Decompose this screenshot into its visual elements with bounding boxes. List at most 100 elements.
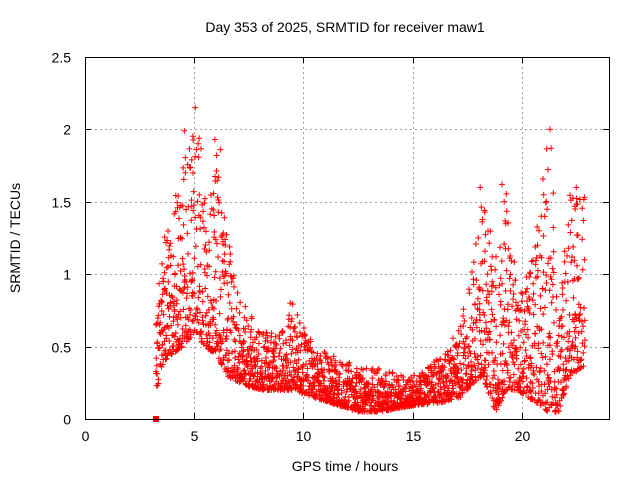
data-point (522, 347, 529, 354)
data-point (574, 262, 581, 269)
data-point (555, 332, 562, 339)
data-point (225, 350, 232, 357)
data-point (403, 381, 410, 388)
data-point (211, 228, 218, 235)
data-point-peak (538, 213, 545, 220)
data-point (180, 164, 187, 171)
data-point (179, 202, 186, 209)
data-point (307, 380, 314, 387)
data-point (226, 299, 233, 306)
data-point (198, 145, 205, 152)
data-point (187, 270, 194, 277)
data-point (218, 286, 225, 293)
data-point (197, 214, 204, 221)
data-point (560, 334, 567, 341)
data-point (375, 376, 382, 383)
data-point (227, 251, 234, 258)
data-point (234, 289, 241, 296)
data-point (226, 243, 233, 250)
data-point (193, 305, 200, 312)
data-point (178, 343, 185, 350)
data-point (518, 307, 525, 314)
data-point (243, 317, 250, 324)
data-point (255, 329, 262, 336)
data-point (161, 286, 168, 293)
data-point (481, 312, 488, 319)
data-point (322, 350, 329, 357)
data-point (468, 269, 475, 276)
data-point (286, 380, 293, 387)
data-point (473, 277, 480, 284)
data-point (468, 358, 475, 365)
data-point (177, 267, 184, 274)
data-point (402, 388, 409, 395)
data-point (300, 362, 307, 369)
data-point (575, 275, 582, 282)
data-point (538, 326, 545, 333)
data-point (324, 354, 331, 361)
data-point (396, 383, 403, 390)
data-point (444, 348, 451, 355)
data-point (197, 225, 204, 232)
data-point (190, 202, 197, 209)
data-point (501, 377, 508, 384)
data-point (432, 394, 439, 401)
data-point (247, 334, 254, 341)
data-point (449, 382, 456, 389)
data-point (506, 378, 513, 385)
y-axis-label: SRMTID / TECUs (7, 183, 23, 293)
data-point (168, 322, 175, 329)
data-point (314, 350, 321, 357)
data-point (277, 345, 284, 352)
data-point (180, 221, 187, 228)
data-point (548, 276, 555, 283)
data-point (209, 335, 216, 342)
data-point (212, 268, 219, 275)
data-point (186, 145, 193, 152)
data-point (499, 394, 506, 401)
data-point (438, 386, 445, 393)
data-point (276, 349, 283, 356)
data-point (188, 156, 195, 163)
data-point (448, 396, 455, 403)
data-point (491, 317, 498, 324)
data-point (515, 380, 522, 387)
data-point (574, 232, 581, 239)
data-point (245, 323, 252, 330)
data-point (559, 279, 566, 286)
data-point (220, 329, 227, 336)
data-point (502, 358, 509, 365)
data-point (553, 402, 560, 409)
data-point (227, 258, 234, 265)
data-point (188, 203, 195, 210)
data-point (580, 349, 587, 356)
data-point (504, 306, 511, 313)
data-point (266, 364, 273, 371)
data-point (508, 386, 515, 393)
data-point (255, 351, 262, 358)
data-point (500, 318, 507, 325)
data-point (278, 329, 285, 336)
data-point (248, 313, 255, 320)
data-point (457, 394, 464, 401)
data-point (578, 318, 585, 325)
data-point (546, 356, 553, 363)
data-point (160, 311, 167, 318)
data-point (184, 284, 191, 291)
data-point (203, 248, 210, 255)
data-point (164, 237, 171, 244)
data-point (528, 395, 535, 402)
data-point (543, 198, 550, 205)
data-point (153, 362, 160, 369)
x-tick-label: 20 (515, 428, 531, 444)
data-point (202, 241, 209, 248)
data-point (213, 152, 220, 159)
data-point (568, 259, 575, 266)
data-point (575, 330, 582, 337)
data-point (553, 306, 560, 313)
data-point (176, 215, 183, 222)
data-point (483, 325, 490, 332)
data-point-peak (550, 190, 557, 197)
data-point (192, 243, 199, 250)
data-point (502, 387, 509, 394)
